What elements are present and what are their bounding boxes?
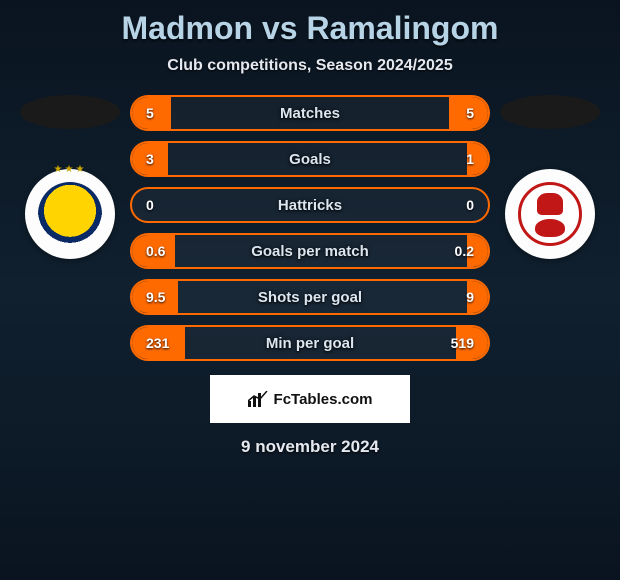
sakhnin-badge-icon: [518, 182, 582, 246]
stat-value-right: 5: [466, 105, 474, 121]
stat-value-left: 0: [146, 197, 154, 213]
left-player-column: [10, 95, 130, 259]
stat-row: 5 Matches 5: [130, 95, 490, 131]
stat-value-left: 5: [146, 105, 154, 121]
date-label: 9 november 2024: [241, 437, 379, 457]
stat-value-left: 231: [146, 335, 169, 351]
stat-row: 0.6 Goals per match 0.2: [130, 233, 490, 269]
stat-row: 231 Min per goal 519: [130, 325, 490, 361]
right-player-column: [490, 95, 610, 259]
stat-value-right: 519: [451, 335, 474, 351]
stat-label: Goals per match: [251, 243, 369, 260]
stat-value-left: 3: [146, 151, 154, 167]
stat-row: 3 Goals 1: [130, 141, 490, 177]
left-club-badge: [25, 169, 115, 259]
stats-list: 5 Matches 5 3 Goals 1 0 Hattricks 0 0.6 Goals per …: [130, 95, 490, 361]
stat-value-left: 9.5: [146, 289, 165, 305]
stat-row: 9.5 Shots per goal 9: [130, 279, 490, 315]
chart-icon: [248, 391, 268, 407]
watermark-badge: FcTables.com: [210, 375, 410, 423]
watermark-text: FcTables.com: [274, 391, 373, 408]
stat-value-right: 0.2: [455, 243, 474, 259]
stat-value-right: 9: [466, 289, 474, 305]
content-row: 5 Matches 5 3 Goals 1 0 Hattricks 0 0.6 Goals per …: [0, 95, 620, 361]
stat-value-left: 0.6: [146, 243, 165, 259]
stat-label: Shots per goal: [258, 289, 362, 306]
stat-label: Min per goal: [266, 335, 354, 352]
right-flag-icon: [500, 95, 600, 129]
stat-value-right: 0: [466, 197, 474, 213]
left-flag-icon: [20, 95, 120, 129]
stat-row: 0 Hattricks 0: [130, 187, 490, 223]
stat-value-right: 1: [466, 151, 474, 167]
stat-label: Hattricks: [278, 197, 342, 214]
right-club-badge: [505, 169, 595, 259]
infographic-root: Madmon vs Ramalingom Club competitions, …: [0, 0, 620, 457]
maccabi-badge-icon: [38, 182, 102, 246]
page-subtitle: Club competitions, Season 2024/2025: [167, 57, 452, 75]
page-title: Madmon vs Ramalingom: [122, 10, 499, 47]
stat-label: Goals: [289, 151, 331, 168]
stat-label: Matches: [280, 105, 340, 122]
